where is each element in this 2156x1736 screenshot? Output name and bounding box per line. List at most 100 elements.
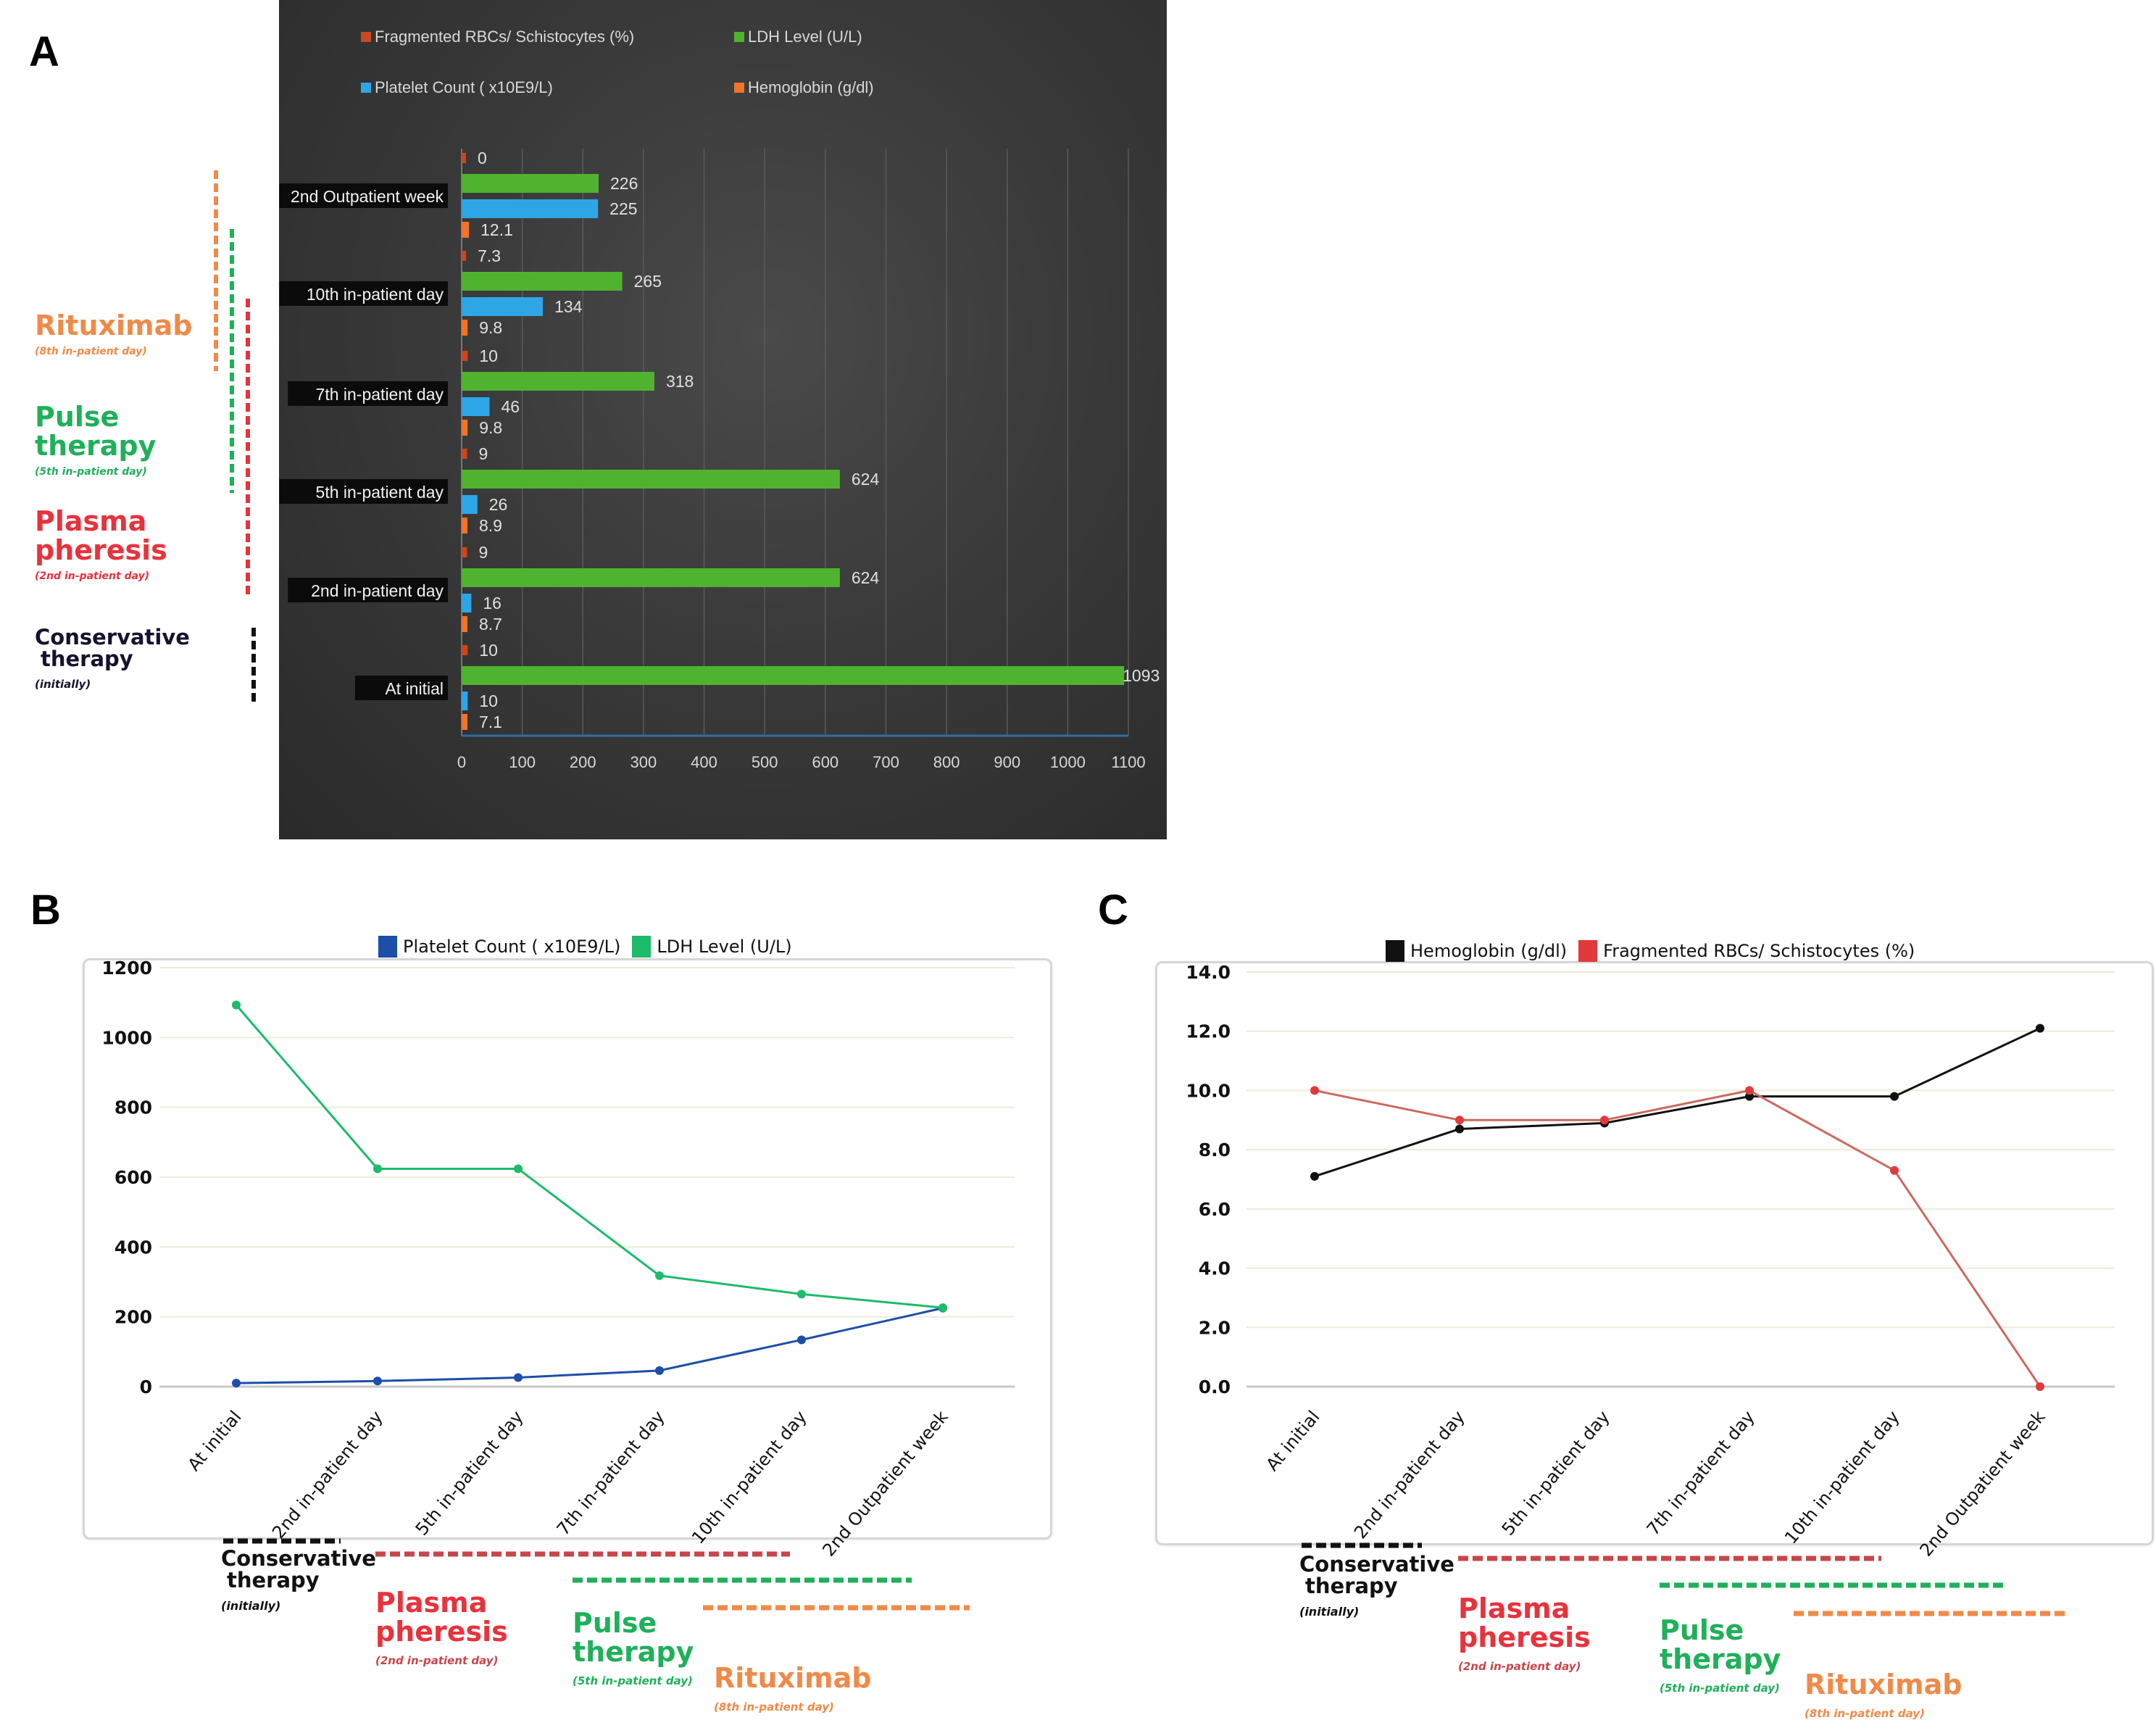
bar-data-label: 9.8 — [479, 418, 502, 437]
y-tick-label: 10.0 — [1186, 1080, 1231, 1101]
annotation-title-line2: therapy — [1305, 1574, 1398, 1599]
annotation-title: Pulse — [573, 1607, 657, 1639]
legend-swatch-schistocytes — [1578, 940, 1598, 962]
category-label: 7th in-patient day — [316, 385, 444, 404]
bar-platelet — [462, 199, 599, 218]
data-point — [655, 1366, 664, 1375]
annotation-subtitle: (2nd in-patient day) — [1458, 1659, 1581, 1673]
annotation-subtitle: (initially) — [221, 1598, 281, 1613]
bar-data-label: 26 — [489, 495, 508, 514]
annotation-subtitle: (2nd in-patient day) — [35, 570, 150, 582]
x-tick-label: 800 — [933, 753, 960, 771]
chart-b-frame — [83, 958, 1052, 1540]
data-point — [373, 1164, 382, 1174]
annotation-b-pulse-therapy: Pulse therapy (5th in-patient day) — [573, 1607, 694, 1687]
bar-fragmented — [462, 645, 468, 655]
legend-swatch-hemoglobin — [734, 83, 744, 93]
annotation-title: Pulse — [35, 401, 120, 433]
x-tick-label: 1000 — [1050, 753, 1086, 771]
bar-data-label: 225 — [609, 199, 637, 218]
category-label-background — [279, 479, 448, 504]
annotation-title: Conservative — [221, 1546, 376, 1571]
legend-a-item-ldh: LDH Level (U/L) — [734, 28, 862, 46]
bar-hemoglobin — [462, 420, 468, 436]
legend-swatch-hemoglobin — [1386, 940, 1404, 962]
legend-label: LDH Level (U/L) — [748, 28, 862, 46]
annotation-title-line2: pheresis — [1458, 1621, 1591, 1653]
annotation-c-conservative: Conservative therapy (initially) — [1299, 1553, 1454, 1619]
bar-data-label: 9 — [479, 444, 488, 463]
annotation-title-line2: therapy — [227, 1568, 320, 1593]
bar-ldh — [462, 470, 840, 489]
legend-label: Fragmented RBCs/ Schistocytes (%) — [375, 28, 635, 46]
bar-data-label: 7.1 — [479, 713, 502, 731]
annotation-title: Rituximab — [35, 310, 193, 341]
bar-data-label: 624 — [852, 568, 880, 587]
y-tick-label: 400 — [115, 1237, 152, 1258]
annotation-b-conservative: Conservative therapy (initially) — [221, 1548, 376, 1613]
annotation-subtitle: (5th in-patient day) — [35, 465, 147, 478]
bar-ldh — [462, 666, 1125, 685]
bar-platelet — [462, 594, 472, 612]
x-tick-label: 1100 — [1111, 753, 1145, 771]
bar-data-label: 226 — [610, 174, 638, 193]
annotation-c-plasmapheresis: Plasma pheresis (2nd in-patient day) — [1458, 1594, 1591, 1673]
bar-fragmented — [462, 547, 467, 557]
data-point — [232, 1000, 241, 1010]
data-point — [1890, 1092, 1899, 1101]
y-tick-label: 200 — [115, 1307, 152, 1328]
legend-label: Platelet Count ( x10E9/L) — [375, 78, 553, 96]
legend-swatch-platelet — [378, 936, 397, 958]
y-tick-label: 2.0 — [1199, 1317, 1231, 1338]
annotation-a-plasmapheresis: Plasma pheresis (2nd in-patient day) — [35, 507, 167, 581]
legend-c: Hemoglobin (g/dl) Fragmented RBCs/ Schis… — [1386, 940, 1926, 962]
bar-fragmented — [462, 351, 468, 361]
bar-platelet — [462, 495, 478, 514]
data-point — [1310, 1086, 1319, 1095]
annotation-title-line2: therapy — [573, 1635, 694, 1668]
bar-ldh — [462, 568, 840, 587]
annotation-title: Rituximab — [714, 1662, 872, 1694]
chart-c-frame — [1155, 961, 2154, 1545]
data-point — [1600, 1116, 1609, 1125]
panel-label-c: C — [1098, 886, 1128, 934]
annotation-a-timeline-lines — [214, 170, 256, 705]
legend-c-item-hemoglobin: Hemoglobin (g/dl) — [1386, 940, 1567, 962]
legend-b-item-platelet: Platelet Count ( x10E9/L) — [378, 936, 620, 958]
x-tick-label: 0 — [457, 753, 466, 771]
category-label: At initial — [385, 679, 444, 698]
bar-fragmented — [462, 251, 467, 261]
category-label-background — [288, 578, 448, 602]
y-tick-label: 600 — [115, 1167, 152, 1188]
legend-a-item-schistocytes: Fragmented RBCs/ Schistocytes (%) — [361, 28, 634, 46]
bar-ldh — [462, 174, 599, 193]
annotation-a-conservative: Conservative therapy (initially) — [35, 626, 190, 691]
series-line-hemoglobin — [1314, 1027, 2041, 1178]
category-label: 2nd Outpatient week — [291, 187, 444, 206]
bar-hemoglobin — [462, 616, 467, 632]
bar-data-label: 624 — [852, 470, 880, 489]
x-tick-label: 500 — [752, 753, 778, 771]
data-point — [2036, 1382, 2044, 1391]
legend-label: LDH Level (U/L) — [657, 936, 792, 957]
y-tick-label: 14.0 — [1186, 962, 1231, 983]
category-label: 5th in-patient day — [316, 483, 444, 502]
bar-data-label: 9 — [479, 543, 488, 562]
bar-fragmented — [462, 153, 466, 163]
bar-data-label: 8.9 — [479, 516, 502, 535]
series-line-platelet — [236, 1307, 944, 1384]
data-point — [1890, 1166, 1899, 1175]
bar-platelet — [462, 692, 468, 710]
data-point — [938, 1303, 947, 1313]
annotation-title: Conservative — [35, 625, 190, 649]
category-label-background — [279, 281, 448, 306]
annotation-subtitle: (8th in-patient day) — [1805, 1706, 1925, 1720]
bar-data-label: 318 — [666, 372, 694, 391]
y-tick-label: 0 — [140, 1376, 152, 1397]
bar-hemoglobin — [462, 714, 467, 730]
category-label: 10th in-patient day — [307, 285, 444, 304]
bar-data-label: 46 — [501, 397, 520, 416]
annotation-c-pulse-therapy: Pulse therapy (5th in-patient day) — [1660, 1616, 1781, 1695]
annotation-title: Rituximab — [1805, 1669, 1963, 1700]
